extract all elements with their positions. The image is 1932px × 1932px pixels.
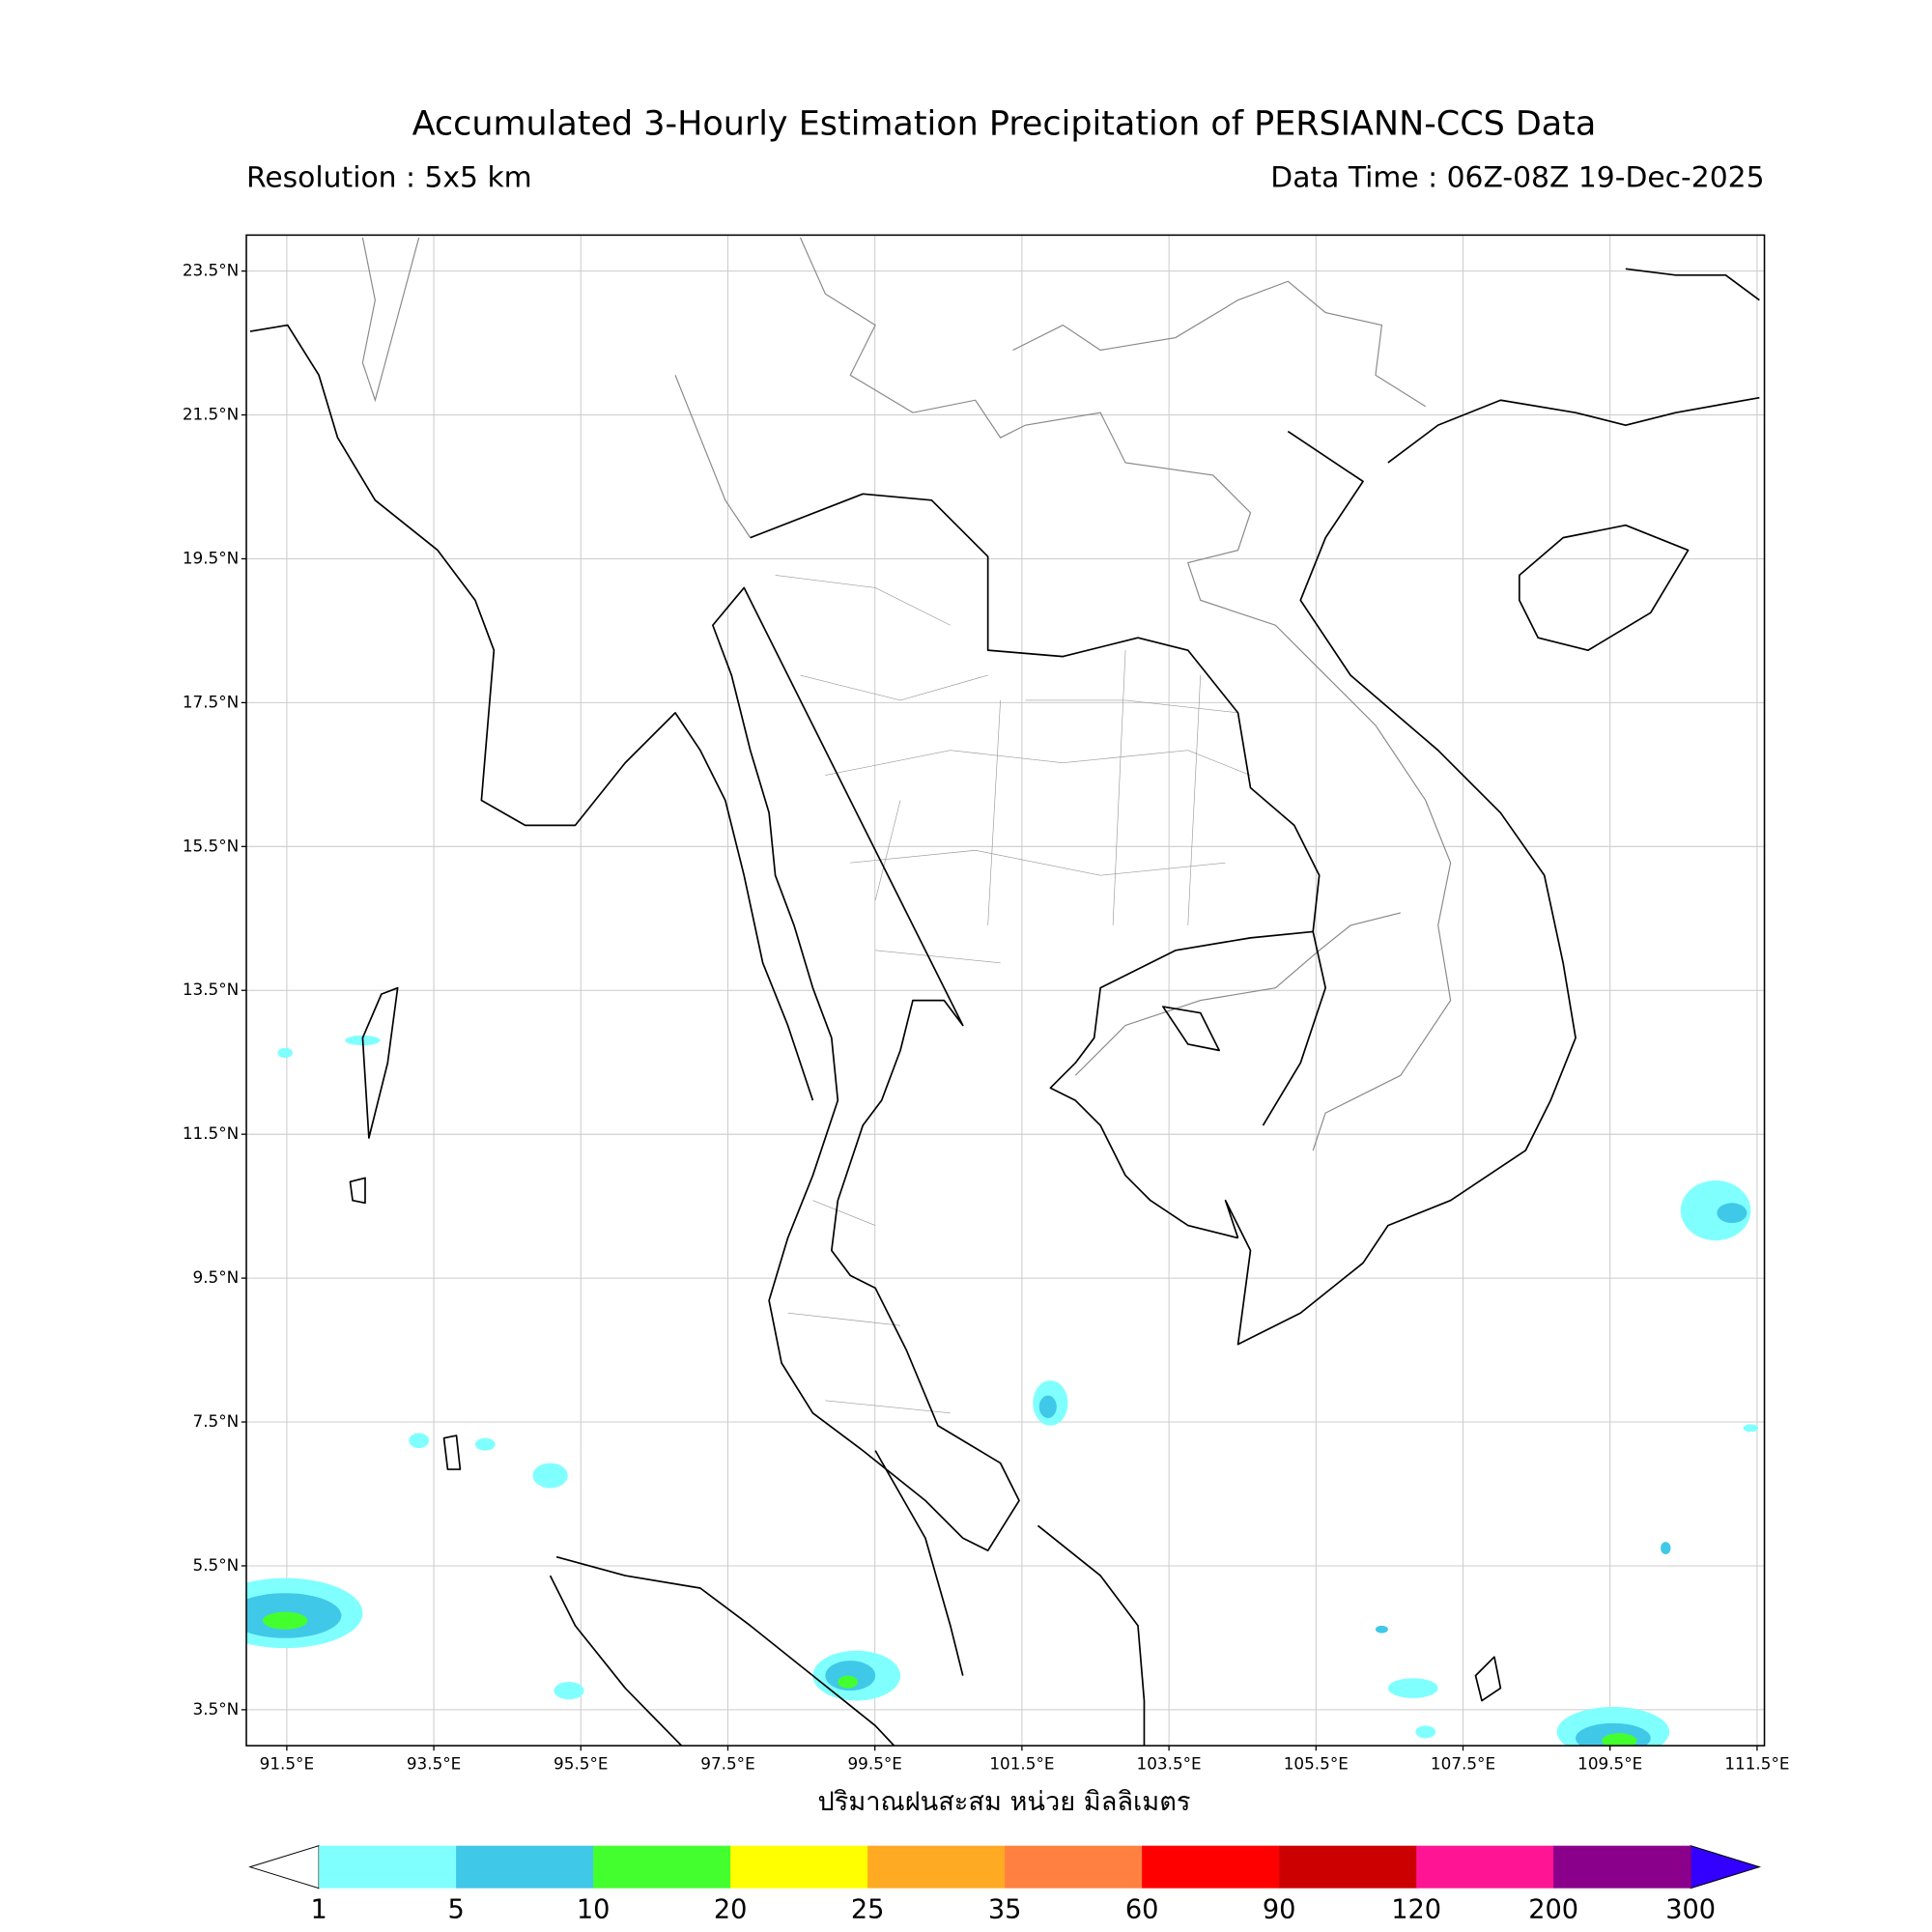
x-tick-label: 109.5°E: [1577, 1754, 1642, 1774]
x-tick-label: 105.5°E: [1284, 1754, 1349, 1774]
country-border: [1012, 280, 1427, 408]
rain-patch: [1743, 1424, 1759, 1433]
x-tick-label: 95.5°E: [554, 1754, 608, 1774]
rain-patch: [277, 1047, 293, 1059]
y-tick-label: 13.5°N: [183, 980, 239, 999]
x-tick-label: 101.5°E: [989, 1754, 1054, 1774]
country-border: [361, 237, 1401, 1076]
rain-patch: [1602, 1733, 1637, 1747]
colorbar-label: 300: [1665, 1894, 1716, 1924]
rain-patch: [409, 1433, 430, 1449]
colorbar-label: 90: [1263, 1894, 1296, 1924]
precipitation: [246, 1035, 1759, 1747]
colorbar: 1 5 10 20 25 35 60 90 120 200 300: [248, 1844, 1762, 1924]
colorbar-label: 60: [1125, 1894, 1159, 1924]
colorbar-label: 5: [447, 1894, 464, 1924]
rain-patch: [1661, 1542, 1671, 1555]
colorbar-swatch: [1142, 1845, 1280, 1889]
colorbar-swatch: [319, 1845, 457, 1889]
colorbar-label: 120: [1391, 1894, 1441, 1924]
rain-patch: [474, 1437, 496, 1451]
colorbar-swatch: [1279, 1845, 1417, 1889]
y-tick-label: 15.5°N: [183, 836, 239, 855]
y-tick-label: 19.5°N: [183, 548, 239, 567]
colorbar-swatch: [456, 1845, 594, 1889]
rain-patch: [1038, 1395, 1057, 1418]
y-tick-label: 5.5°N: [193, 1555, 240, 1575]
rain-patch: [554, 1682, 584, 1700]
province-borders: [775, 575, 1251, 1414]
coastline: [1518, 524, 1690, 651]
colorbar-under: [248, 1844, 320, 1889]
y-tick-label: 3.5°N: [193, 1699, 240, 1719]
colorbar-swatch: [1553, 1845, 1691, 1889]
colorbar-label: 20: [714, 1894, 748, 1924]
rain-patch: [1415, 1725, 1436, 1739]
colorbar-swatch: [867, 1845, 1006, 1889]
x-tick-label: 107.5°E: [1431, 1754, 1495, 1774]
coastline: [1224, 430, 1577, 1346]
colorbar-label: 1: [310, 1894, 327, 1924]
x-tick-label: 103.5°E: [1137, 1754, 1202, 1774]
colorbar-over: [1690, 1844, 1762, 1889]
coastline: [549, 1450, 1146, 1747]
coastline: [249, 324, 814, 1101]
x-tick-label: 93.5°E: [407, 1754, 461, 1774]
data-time: Data Time : 06Z-08Z 19-Dec-2025: [1270, 161, 1764, 195]
rain-patch: [262, 1611, 308, 1630]
colorbar-label: 25: [851, 1894, 885, 1924]
rain-patch: [1387, 1678, 1438, 1698]
resolution: Resolution : 5x5 km: [246, 161, 532, 195]
x-tick-label: 97.5°E: [700, 1754, 754, 1774]
basemap: [249, 237, 1760, 1747]
x-tick-label: 111.5°E: [1724, 1754, 1789, 1774]
colorbar-swatch: [1416, 1845, 1554, 1889]
rain-patch: [1375, 1625, 1388, 1634]
rain-patch: [1717, 1203, 1747, 1224]
colorbar-swatch: [730, 1845, 868, 1889]
colorbar-swatch: [593, 1845, 731, 1889]
country-border: [799, 237, 1452, 1151]
colorbar-label: 35: [988, 1894, 1022, 1924]
colorbar-label: 200: [1528, 1894, 1578, 1924]
rain-patch: [1680, 1180, 1751, 1241]
y-tick-label: 7.5°N: [193, 1411, 240, 1431]
y-tick-label: 9.5°N: [193, 1267, 240, 1287]
colorbar-swatch: [1005, 1845, 1143, 1889]
rain-patch: [838, 1675, 859, 1689]
y-tick-label: 17.5°N: [183, 692, 239, 711]
x-axis-label: ปริมาณฝนสะสม หน่วย มิลลิเมตร: [817, 1787, 1190, 1817]
title: Accumulated 3-Hourly Estimation Precipit…: [412, 104, 1597, 143]
y-tick-label: 11.5°N: [183, 1123, 239, 1143]
coastline: [1387, 268, 1760, 464]
x-tick-label: 91.5°E: [260, 1754, 314, 1774]
island: [349, 986, 1502, 1702]
rain-patch: [532, 1463, 568, 1489]
y-tick-label: 21.5°N: [183, 405, 239, 424]
x-tick-label: 99.5°E: [847, 1754, 901, 1774]
coastline: [712, 493, 1327, 1552]
rain-patch: [825, 1661, 876, 1691]
grid: [246, 235, 1765, 1747]
colorbar-label: 10: [577, 1894, 611, 1924]
y-tick-label: 23.5°N: [183, 261, 239, 280]
axis-ticks: 91.5°E 93.5°E 95.5°E 97.5°E 99.5°E 101.5°E 103…: [183, 261, 1790, 1774]
